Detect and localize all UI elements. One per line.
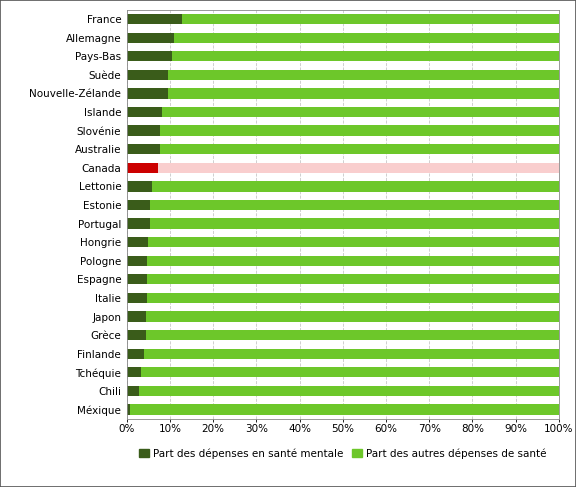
Bar <box>127 51 172 61</box>
Bar <box>160 144 559 154</box>
Bar <box>127 70 168 80</box>
Bar <box>127 293 146 303</box>
Bar <box>146 330 559 340</box>
Bar <box>127 349 144 359</box>
Bar <box>147 274 559 284</box>
Bar <box>139 386 559 396</box>
Bar <box>147 256 559 266</box>
Bar <box>144 349 559 359</box>
Bar <box>127 107 162 117</box>
Bar <box>127 33 174 43</box>
Bar <box>168 70 559 80</box>
Bar <box>127 386 139 396</box>
Bar <box>127 144 160 154</box>
Bar <box>127 367 141 377</box>
Bar <box>152 181 559 191</box>
Bar <box>146 312 559 321</box>
Bar <box>150 219 559 229</box>
Bar <box>127 330 146 340</box>
Bar <box>174 33 559 43</box>
Bar <box>160 126 559 136</box>
Bar <box>172 51 559 61</box>
Bar <box>127 404 130 414</box>
Bar <box>158 163 559 173</box>
Bar <box>150 200 559 210</box>
Bar <box>127 219 150 229</box>
Bar <box>127 256 147 266</box>
Bar <box>162 107 559 117</box>
Bar <box>141 367 559 377</box>
Bar <box>127 312 146 321</box>
Bar <box>127 163 158 173</box>
Bar <box>146 293 559 303</box>
Bar <box>127 200 150 210</box>
Legend: Part des dépenses en santé mentale, Part des autres dépenses de santé: Part des dépenses en santé mentale, Part… <box>137 446 549 461</box>
Bar <box>130 404 559 414</box>
Bar <box>148 237 559 247</box>
Bar <box>127 274 147 284</box>
Bar <box>127 126 160 136</box>
Bar <box>127 88 168 98</box>
Bar <box>127 14 183 24</box>
Bar <box>183 14 559 24</box>
Bar <box>127 181 152 191</box>
Bar <box>168 88 559 98</box>
Bar <box>127 237 148 247</box>
